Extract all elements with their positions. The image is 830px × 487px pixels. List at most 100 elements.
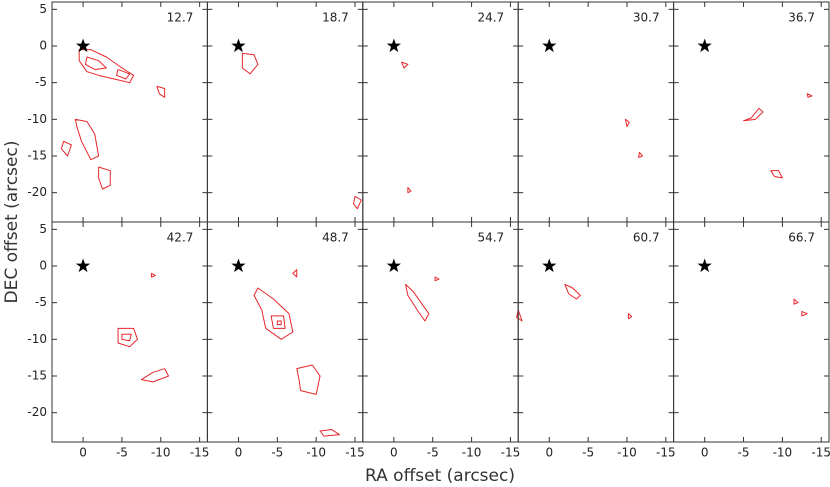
contour (74, 118, 100, 161)
channel-label: 54.7 (477, 231, 504, 245)
x-tick-label: -15 (811, 446, 830, 460)
x-tick-label: -5 (582, 446, 594, 460)
source-star (386, 258, 402, 273)
y-tick-label: -15 (27, 369, 47, 383)
y-tick-label: 0 (39, 259, 47, 273)
contour (352, 195, 362, 210)
source-star (542, 38, 557, 53)
x-tick-label: -10 (773, 446, 793, 460)
y-axis-label: DEC offset (arcsec) (2, 141, 22, 304)
contour (564, 283, 581, 300)
channel-label: 18.7 (322, 11, 349, 25)
x-tick-label: -10 (462, 446, 482, 460)
y-tick-label: -5 (35, 295, 47, 309)
contour (276, 320, 282, 326)
source-star (386, 38, 402, 53)
panel-frame (362, 221, 519, 443)
x-tick-label: 0 (235, 446, 243, 460)
channel-label: 60.7 (633, 231, 660, 245)
channel-label: 12.7 (167, 11, 194, 25)
panel-frame (673, 1, 830, 223)
source-star (231, 38, 246, 53)
contour (628, 313, 633, 320)
channel-label: 24.7 (477, 11, 504, 25)
panel: 24.7 (362, 1, 519, 223)
contour (434, 276, 440, 282)
contour (117, 327, 138, 348)
source-star (75, 258, 91, 273)
panel-frame (673, 221, 830, 443)
x-tick-label: -5 (738, 446, 750, 460)
panel-frame (362, 1, 519, 223)
panel-frame (517, 1, 675, 223)
panel: 0 -5 -10 -15 48.7 (206, 221, 365, 460)
source-star (231, 258, 246, 273)
channel-label: 66.7 (788, 231, 815, 245)
contour (638, 151, 644, 158)
x-tick-label: -5 (116, 446, 128, 460)
y-tick-label: 5 (39, 2, 47, 16)
contour (770, 170, 783, 179)
y-tick-label: -20 (27, 405, 47, 419)
contour (624, 118, 630, 128)
contour (253, 287, 294, 340)
contour (743, 107, 764, 122)
panel: 5 0 -5 -10 -15 -20 12.7 (27, 1, 208, 223)
contour (115, 68, 131, 80)
x-tick-label: -5 (427, 446, 439, 460)
panel: 0 -5 -10 -15 66.7 (673, 221, 830, 460)
source-star (697, 258, 712, 273)
contour (806, 93, 813, 98)
y-tick-label: -5 (35, 75, 47, 89)
contour (270, 315, 286, 329)
contour (801, 310, 808, 317)
contour (78, 49, 135, 84)
x-tick-label: -5 (271, 446, 283, 460)
contour (401, 61, 409, 69)
contour (407, 187, 412, 194)
x-tick-label: 0 (545, 446, 553, 460)
panel: 18.7 (206, 1, 364, 223)
contour (793, 298, 799, 305)
channel-label: 42.7 (167, 231, 194, 245)
source-star (697, 38, 712, 53)
panel: 0 -5 -10 -15 5 0 -5 -10 -15 -20 42.7 (27, 221, 209, 460)
panel-frame (51, 1, 208, 223)
panel-frame (517, 221, 675, 443)
y-tick-label: -20 (27, 185, 47, 199)
panel-frame (206, 221, 364, 443)
x-tick-label: -15 (501, 446, 521, 460)
contour (296, 364, 321, 395)
source-star (542, 258, 557, 273)
contour (98, 166, 111, 190)
contour (319, 429, 340, 437)
contour (516, 309, 523, 322)
panel: 0 -5 -10 -15 60.7 (517, 221, 676, 460)
contour (405, 283, 430, 322)
panel: 36.7 (673, 1, 830, 223)
x-tick-label: 0 (390, 446, 398, 460)
contour (156, 85, 166, 98)
x-tick-label: 0 (79, 446, 87, 460)
panel: 30.7 (517, 1, 675, 223)
x-tick-label: 0 (701, 446, 709, 460)
x-tick-label: -10 (306, 446, 326, 460)
contour (60, 140, 72, 157)
x-tick-label: -10 (617, 446, 637, 460)
y-tick-label: -15 (27, 149, 47, 163)
contour (84, 56, 107, 70)
x-tick-label: -15 (345, 446, 365, 460)
source-star (75, 38, 91, 53)
panel: 0 -5 -10 -15 54.7 (362, 221, 523, 460)
y-tick-label: -10 (27, 112, 47, 126)
y-tick-label: -10 (27, 332, 47, 346)
contour (140, 368, 170, 383)
contour (150, 272, 156, 278)
x-tick-label: -15 (656, 446, 676, 460)
y-tick-label: 0 (39, 39, 47, 53)
x-axis-label: RA offset (arcsec) (365, 466, 515, 486)
channel-label: 30.7 (633, 11, 660, 25)
contour (292, 269, 298, 278)
panel-frame (51, 221, 208, 443)
